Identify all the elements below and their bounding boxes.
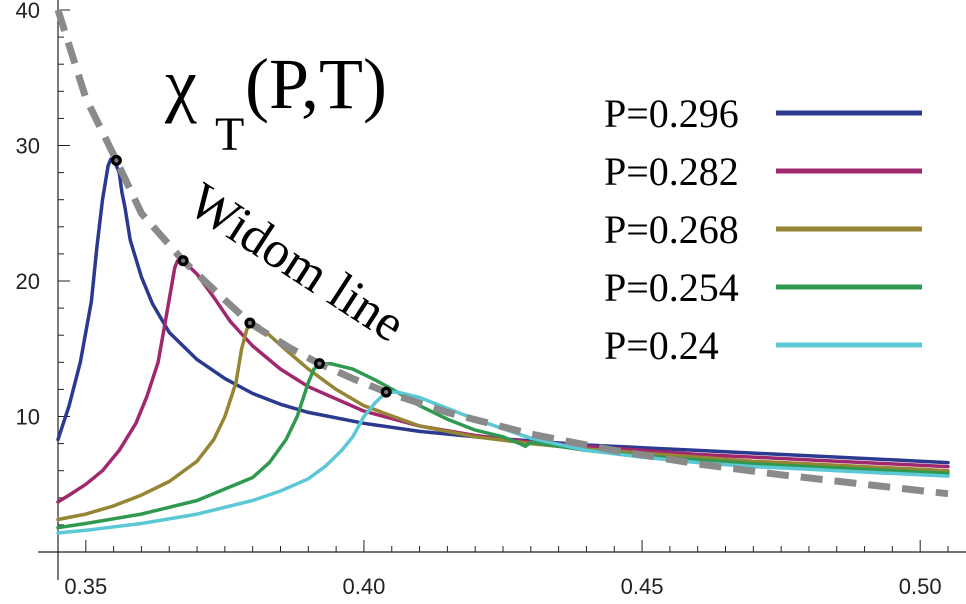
peak-markers — [110, 154, 392, 398]
title-subscript: T — [215, 108, 244, 161]
peak-marker-center — [317, 361, 322, 366]
legend-label: P=0.24 — [604, 323, 719, 368]
peak-marker-center — [383, 389, 389, 395]
title-suffix: (P,T) — [245, 44, 387, 124]
peak-marker-center — [247, 320, 253, 326]
y-tick-label: 10 — [16, 405, 40, 430]
series-line-p-0-296 — [56, 157, 950, 465]
peak-marker-center — [114, 158, 119, 163]
series-line-widom-line — [54, 8, 949, 498]
x-tick-label: 0.45 — [621, 574, 664, 599]
chart-title: χ T (P,T) — [164, 44, 387, 161]
series-line-p-0-282 — [56, 258, 950, 504]
legend: P=0.296 P=0.282 P=0.268 P=0.254 P=0.24 — [604, 91, 922, 368]
legend-label: P=0.282 — [604, 149, 739, 194]
widom-line-label: Widom line — [178, 172, 414, 353]
x-tick-label: 0.35 — [64, 574, 107, 599]
legend-label: P=0.268 — [604, 207, 739, 252]
axes: 10 20 30 40 0.35 0.40 0.45 0.50 — [16, 0, 966, 599]
y-tick-label: 30 — [16, 134, 40, 159]
legend-label: P=0.296 — [604, 91, 739, 136]
series-line-p-0-254 — [56, 361, 950, 530]
x-tick-label: 0.50 — [899, 574, 942, 599]
y-tick-label: 40 — [16, 0, 40, 23]
peak-marker-center — [180, 258, 186, 263]
title-chi: χ — [164, 44, 197, 124]
series-line-p-0-268 — [56, 321, 950, 522]
series-layer — [54, 8, 950, 535]
y-tick-label: 20 — [16, 269, 40, 294]
x-tick-label: 0.40 — [343, 574, 386, 599]
legend-label: P=0.254 — [604, 265, 739, 310]
